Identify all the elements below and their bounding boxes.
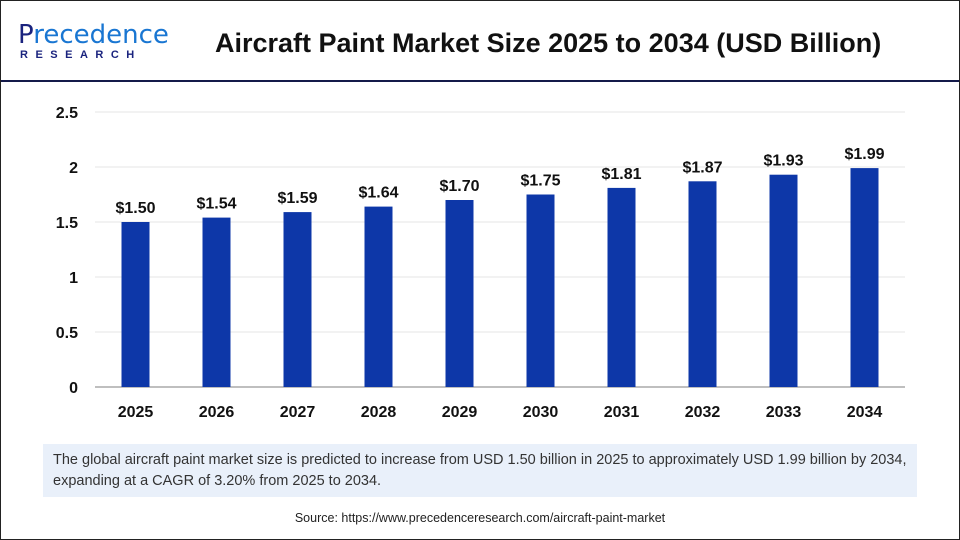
- precedence-research-logo: Precedence RESEARCH: [18, 20, 169, 62]
- bar: [202, 217, 231, 387]
- bar: [445, 200, 474, 387]
- logo-subtext: RESEARCH: [20, 49, 142, 61]
- x-tick-label: 2029: [442, 404, 478, 421]
- data-label: $1.75: [520, 173, 560, 190]
- data-label: $1.99: [844, 146, 884, 163]
- data-label: $1.50: [115, 200, 155, 217]
- chart-title: Aircraft Paint Market Size 2025 to 2034 …: [215, 28, 882, 58]
- data-label: $1.59: [277, 190, 317, 207]
- caption: The global aircraft paint market size is…: [43, 444, 917, 497]
- bar: [607, 187, 636, 387]
- bar: [769, 174, 798, 387]
- x-tick-label: 2031: [604, 404, 640, 421]
- bar: [121, 222, 150, 387]
- logo-text: Precedence: [18, 20, 169, 50]
- source-text: Source: https://www.precedenceresearch.c…: [294, 511, 666, 525]
- data-label: $1.70: [439, 178, 479, 195]
- bar: [688, 181, 717, 387]
- bar: [283, 212, 312, 387]
- x-tick-label: 2032: [685, 404, 721, 421]
- x-tick-label: 2025: [118, 404, 154, 421]
- x-tick-label: 2030: [523, 404, 559, 421]
- y-tick-label: 0: [69, 380, 78, 397]
- data-label: $1.54: [196, 196, 236, 213]
- x-tick-label: 2027: [280, 404, 316, 421]
- y-tick-label: 1.5: [56, 215, 78, 232]
- data-label: $1.93: [763, 153, 803, 170]
- bar: [850, 168, 879, 387]
- y-tick-label: 0.5: [56, 325, 78, 342]
- y-tick-label: 2: [69, 160, 78, 177]
- y-tick-label: 2.5: [56, 105, 78, 122]
- y-tick-label: 1: [69, 270, 78, 287]
- data-label: $1.64: [358, 185, 398, 202]
- x-tick-label: 2033: [766, 404, 802, 421]
- x-tick-label: 2034: [847, 404, 883, 421]
- data-label: $1.81: [601, 166, 641, 183]
- x-tick-label: 2028: [361, 404, 397, 421]
- bar: [364, 206, 393, 387]
- bar: [526, 194, 555, 387]
- data-label: $1.87: [682, 159, 722, 176]
- x-tick-label: 2026: [199, 404, 235, 421]
- header-divider: [1, 80, 959, 82]
